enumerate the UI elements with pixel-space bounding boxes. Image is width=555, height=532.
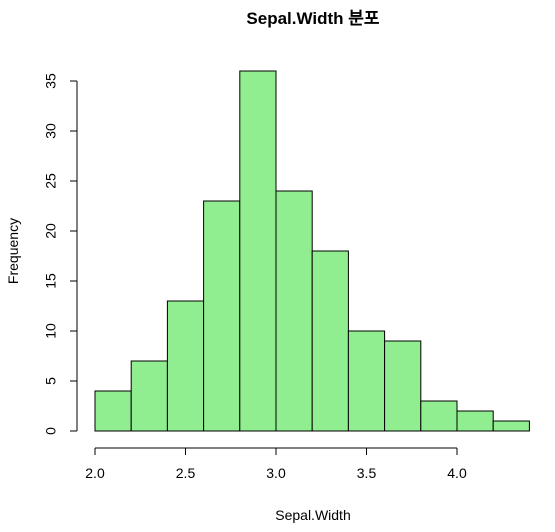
x-tick-label: 3.5 — [357, 465, 377, 481]
histogram-bar — [420, 400, 458, 432]
histogram-bar — [203, 200, 241, 432]
x-tick-label: 2.0 — [85, 465, 105, 481]
histogram-bar — [94, 390, 132, 432]
x-axis: 2.0 2.5 3.0 3.5 4.0 — [85, 447, 467, 481]
histogram-bar — [130, 360, 168, 432]
y-tick-label: 35 — [43, 73, 59, 89]
histogram-bar — [311, 250, 349, 432]
x-tick-label: 4.0 — [447, 465, 467, 481]
y-axis-label: Frequency — [5, 218, 21, 284]
x-tick-label: 3.0 — [266, 465, 286, 481]
x-tick-label: 2.5 — [176, 465, 196, 481]
histogram-bars — [94, 70, 530, 432]
histogram-bar — [492, 420, 530, 432]
histogram-bar — [384, 340, 422, 432]
y-tick-label: 5 — [43, 377, 59, 385]
histogram-bar — [347, 330, 386, 432]
y-tick-label: 25 — [43, 173, 59, 189]
x-axis-label: Sepal.Width — [275, 507, 350, 523]
y-axis: 0 5 10 15 20 25 30 35 — [43, 73, 78, 435]
histogram-bar — [239, 70, 277, 432]
y-tick-label: 10 — [43, 323, 59, 339]
y-tick-label: 15 — [43, 273, 59, 289]
histogram-bar — [456, 410, 494, 432]
histogram-bar — [166, 300, 205, 432]
histogram-bar — [275, 190, 313, 432]
chart-title: Sepal.Width 분포 — [246, 9, 379, 28]
y-tick-label: 30 — [43, 123, 59, 139]
y-tick-label: 20 — [43, 223, 59, 239]
y-tick-label: 0 — [43, 427, 59, 435]
